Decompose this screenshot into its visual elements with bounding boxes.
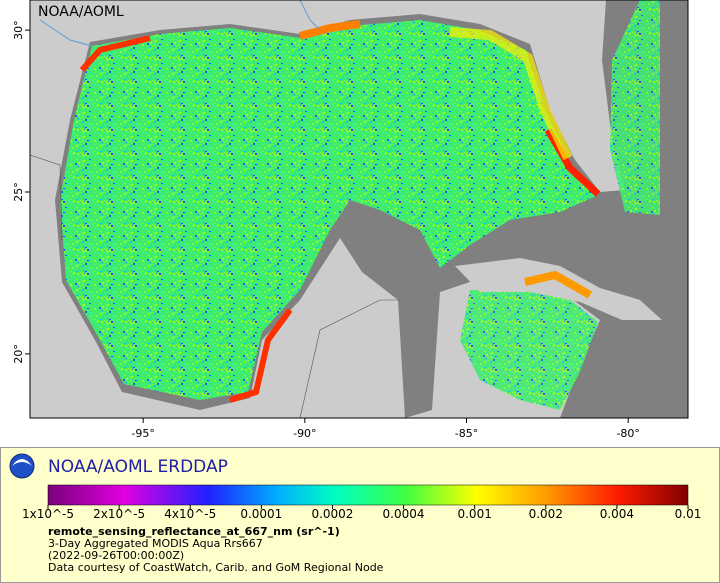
variable-name: remote_sensing_reflectance_at_667_nm (sr… — [48, 525, 340, 538]
colorbar-tick-label: 0.01 — [675, 507, 702, 521]
coastal-high — [298, 20, 361, 40]
colorbar-tick-label: 0.0002 — [311, 507, 353, 521]
time-label: (2022-09-26T00:00:00Z) — [48, 549, 184, 562]
x-tick-label: -80° — [616, 427, 639, 440]
colorbar-tick-label: 0.001 — [457, 507, 491, 521]
map-frame — [29, 0, 689, 419]
axes: -95° -90° -85° -80° 20° 25° 30° — [12, 20, 640, 440]
x-tick-label: -95° — [131, 427, 154, 440]
colorbar — [47, 484, 689, 506]
river — [39, 19, 93, 47]
colorbar-tick-label: 0.002 — [529, 507, 563, 521]
caribbean-data — [460, 290, 598, 410]
colorbar-tick-label: 2x10^-5 — [93, 507, 145, 521]
colorbar-tick-label: 1x10^-5 — [22, 507, 74, 521]
x-tick-label: -90° — [293, 427, 316, 440]
y-tick-label: 25° — [12, 182, 25, 202]
x-tick-label: -85° — [455, 427, 478, 440]
coastal-high — [79, 35, 151, 73]
coastal-high — [524, 270, 592, 299]
colorbar-tick-label: 0.004 — [600, 507, 634, 521]
map-area: NOAA/AOML — [30, 0, 688, 418]
legend-title: NOAA/AOML ERDDAP — [48, 457, 228, 477]
y-tick-label: 20° — [12, 344, 25, 364]
colorbar-tick-label: 0.0001 — [240, 507, 282, 521]
border — [299, 299, 400, 418]
credit: Data courtesy of CoastWatch, Carib. and … — [48, 561, 384, 574]
colorbar-tick-label: 0.0004 — [383, 507, 425, 521]
colorbar-tick-label: 4x10^-5 — [164, 507, 216, 521]
gulf-data — [60, 20, 596, 400]
noaa-logo — [9, 453, 35, 479]
legend-panel — [0, 447, 720, 583]
coastal-mid — [449, 27, 573, 161]
cuba — [455, 258, 662, 320]
atlantic-data — [610, 0, 660, 215]
coastal-high — [229, 308, 293, 403]
river — [299, 0, 321, 31]
y-tick-label: 30° — [12, 20, 25, 40]
dataset-name: 3-Day Aggregated MODIS Aqua Rrs667 — [48, 537, 263, 550]
watermark: NOAA/AOML — [38, 4, 124, 20]
border — [30, 154, 63, 241]
colorbar-ticks: 1x10^-5 2x10^-5 4x10^-5 0.0001 0.0002 0.0004 0… — [22, 505, 701, 521]
